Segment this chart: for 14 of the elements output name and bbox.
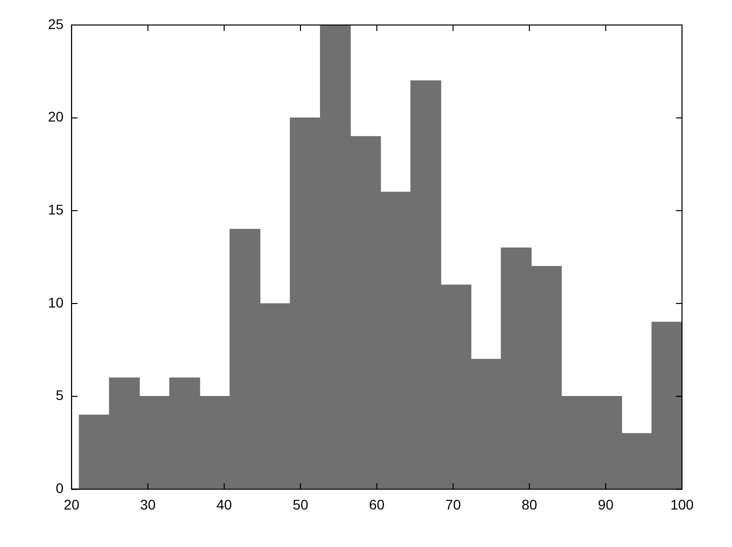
x-tick-label: 100 [670, 496, 694, 512]
x-tick-label: 90 [598, 496, 614, 512]
x-tick-label: 60 [368, 496, 385, 512]
x-tick-label: 50 [292, 496, 308, 512]
x-tick-label: 30 [140, 496, 156, 512]
x-tick-label: 40 [216, 496, 232, 512]
y-tick-label: 10 [48, 294, 64, 310]
y-tick-label: 0 [56, 480, 64, 496]
y-tick-label: 5 [56, 387, 64, 404]
y-tick-label: 25 [48, 16, 64, 32]
y-tick-label: 15 [48, 202, 64, 218]
x-tick-label: 70 [445, 496, 462, 512]
x-tick-label: 80 [522, 496, 538, 512]
y-tick-label: 20 [48, 108, 64, 125]
